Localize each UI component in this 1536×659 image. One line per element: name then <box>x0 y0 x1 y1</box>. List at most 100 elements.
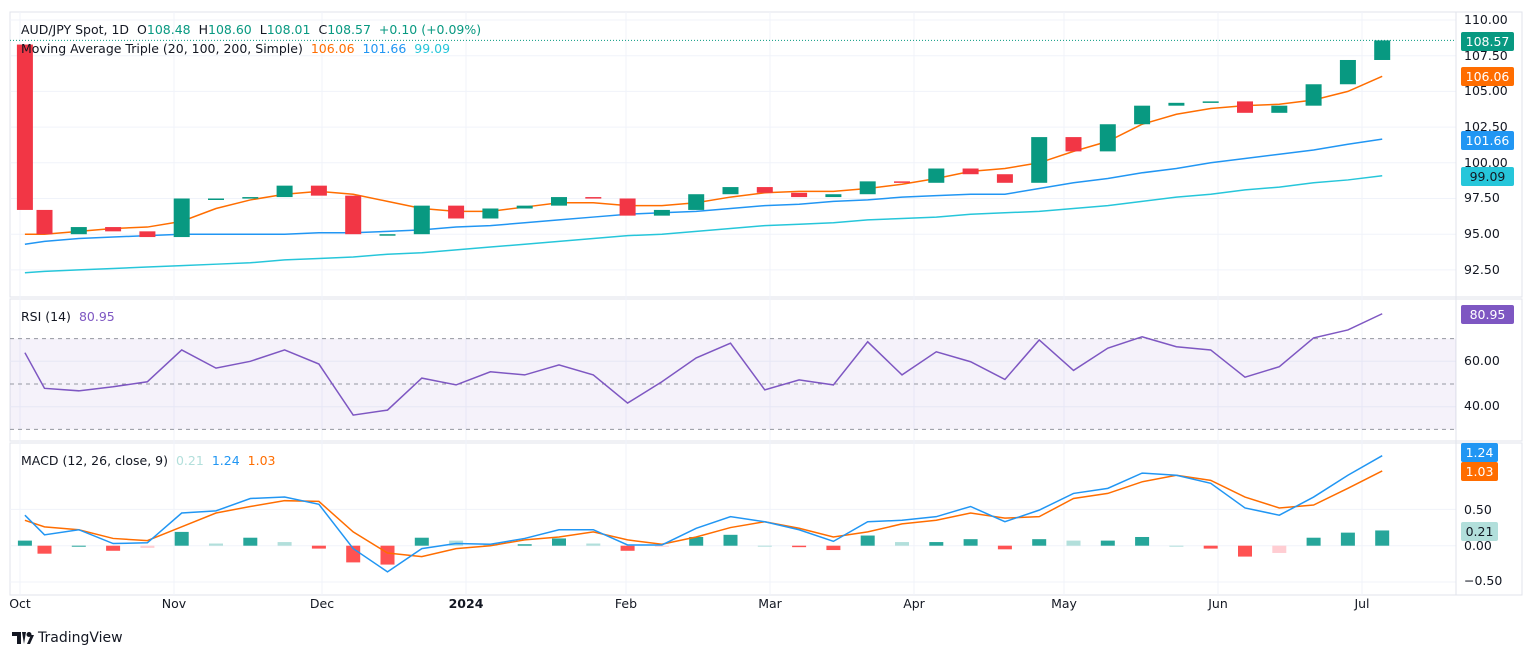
macd-line <box>24 455 1383 573</box>
candle <box>894 181 910 183</box>
candle <box>173 198 190 238</box>
price-tick: 107.50 <box>1464 48 1508 63</box>
rsi-legend: RSI (14) 80.95 <box>21 309 119 324</box>
macd-hist-bar <box>243 537 258 546</box>
candle <box>482 208 499 219</box>
macd-tick: −0.50 <box>1464 573 1503 588</box>
price-tick: 110.00 <box>1464 12 1508 27</box>
macd-hist-bar <box>1340 532 1355 546</box>
rsi-tick: 60.00 <box>1464 353 1500 368</box>
macd-hist-bar <box>71 545 86 547</box>
low-number: 108.01 <box>266 22 311 37</box>
macd-hist-bar <box>174 531 189 546</box>
candle <box>345 195 362 235</box>
macd-hist-bar <box>654 545 669 547</box>
rsi-tick: 40.00 <box>1464 398 1500 413</box>
price-tick: 100.00 <box>1464 155 1508 170</box>
macd-hist-bar <box>963 539 978 546</box>
candle <box>139 231 156 238</box>
close-number: 108.57 <box>327 22 371 37</box>
macd-hist-bar <box>826 545 841 551</box>
candle <box>1202 101 1219 103</box>
time-tick: Dec <box>309 596 335 611</box>
macd-hist-bar <box>1066 540 1081 546</box>
ma200-badge: 99.09 <box>1461 167 1514 186</box>
price-tick: 92.50 <box>1464 262 1500 277</box>
candle <box>928 168 945 183</box>
ma-title: Moving Average Triple (20, 100, 200, Sim… <box>21 41 303 56</box>
tradingview-logo-icon <box>12 632 34 644</box>
macd-hist-bar <box>860 535 875 546</box>
macd-hist-bar <box>1375 530 1390 546</box>
macd-signal-line <box>24 470 1383 558</box>
macd-hist-bar <box>37 545 52 554</box>
macd-hist-bar <box>792 545 807 548</box>
macd-hist-bar <box>757 545 772 547</box>
ma100-badge: 101.66 <box>1461 131 1514 150</box>
high-number: 108.60 <box>208 22 252 37</box>
candle <box>1168 102 1185 106</box>
hist-badge: 0.21 <box>1461 522 1498 541</box>
candle <box>1305 84 1322 106</box>
macd-hist-bar <box>723 534 738 546</box>
price-tick: 97.50 <box>1464 190 1500 205</box>
macd-hist-bar <box>895 542 909 546</box>
time-tick: Jun <box>1208 596 1228 611</box>
candle <box>276 185 293 198</box>
candle <box>996 174 1013 183</box>
candle <box>70 227 87 235</box>
signal-badge: 1.03 <box>1461 462 1498 481</box>
macd-hist-bar <box>346 545 361 563</box>
tradingview-logo[interactable]: TradingView <box>12 630 123 646</box>
candle <box>36 209 53 235</box>
candle <box>1237 101 1253 113</box>
macd-hist-bar <box>414 537 429 546</box>
candle <box>516 205 533 209</box>
macd-hist-bar <box>929 542 944 546</box>
change-value: +0.10 (+0.09%) <box>378 22 482 37</box>
candle <box>756 187 773 193</box>
macd-hist-bar <box>1169 545 1184 547</box>
macd-hist-bar <box>620 545 635 551</box>
price-tick: 102.50 <box>1464 119 1508 134</box>
candle <box>413 205 430 235</box>
symbol-label: AUD/JPY Spot, 1D <box>21 22 130 37</box>
rsi-value: 80.95 <box>78 309 115 324</box>
candle <box>208 198 224 200</box>
close-value: C108.57 <box>318 22 370 37</box>
time-tick: Oct <box>9 596 31 611</box>
pane-border <box>9 442 1523 596</box>
macd-hist-bar <box>380 545 395 565</box>
macd-title: MACD (12, 26, close, 9) <box>21 453 168 468</box>
ma20-value: 106.06 <box>310 41 355 56</box>
time-tick: Jul <box>1354 596 1370 611</box>
last-price-badge: 108.57 <box>1461 32 1514 51</box>
macd-hist-bar <box>1032 539 1047 546</box>
time-tick: Apr <box>903 596 925 611</box>
candle <box>688 194 705 210</box>
ma200-line <box>24 175 1383 274</box>
candle <box>310 185 327 196</box>
candle <box>105 227 122 232</box>
candle <box>379 234 396 236</box>
open-number: 108.48 <box>146 22 191 37</box>
candle <box>242 197 259 199</box>
low-label: L <box>259 22 267 37</box>
high-value: H108.60 <box>199 22 252 37</box>
candle <box>859 181 876 195</box>
macd-line-value: 1.24 <box>211 453 240 468</box>
high-label: H <box>198 22 209 37</box>
time-tick: Nov <box>161 596 187 611</box>
macd-hist-bar <box>17 540 32 546</box>
macd-hist-bar <box>1306 537 1321 546</box>
rsi-line <box>24 313 1383 416</box>
macd-hist-bar <box>517 544 532 546</box>
ma100-line <box>24 138 1383 245</box>
macd-tick: 0.00 <box>1464 538 1492 553</box>
ma-legend: Moving Average Triple (20, 100, 200, Sim… <box>21 41 454 56</box>
candle <box>1099 124 1116 152</box>
pane-border <box>9 11 1523 298</box>
price-tick: 105.00 <box>1464 83 1508 98</box>
rsi-title: RSI (14) <box>21 309 71 324</box>
